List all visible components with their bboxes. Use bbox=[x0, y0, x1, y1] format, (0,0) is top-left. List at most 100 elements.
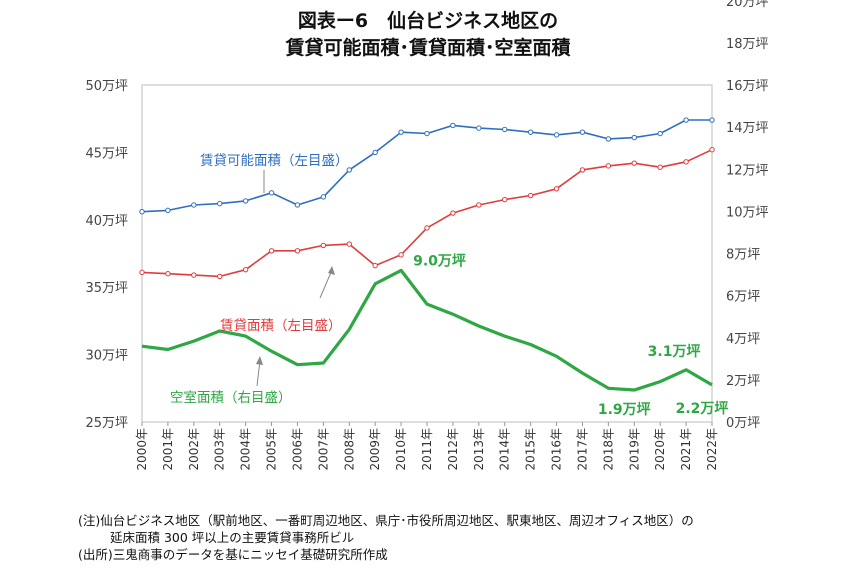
note-line2: 延床面積 300 坪以上の主要賃貸事務所ビル bbox=[110, 530, 355, 545]
x-tick-label: 2021年 bbox=[679, 428, 693, 471]
note-line1: (注)仙台ビジネス地区（駅前地区、一番町周辺地区、県庁･市役所周辺地区、駅東地区… bbox=[78, 513, 694, 528]
x-tick-label: 2012年 bbox=[446, 428, 460, 471]
data-point bbox=[165, 271, 171, 277]
series-label-leased: 賃貸面積（左目盛） bbox=[220, 318, 342, 334]
data-point bbox=[346, 167, 352, 173]
left-tick-label: 50万坪 bbox=[85, 79, 128, 94]
data-point bbox=[709, 117, 715, 123]
left-tick-label: 40万坪 bbox=[85, 214, 128, 229]
data-point bbox=[217, 200, 223, 207]
right-tick-label: 14万坪 bbox=[726, 121, 769, 136]
x-tick-label: 2018年 bbox=[601, 428, 615, 471]
data-point bbox=[502, 196, 508, 203]
right-tick-label: 8万坪 bbox=[726, 248, 760, 263]
data-point bbox=[476, 125, 482, 131]
x-tick-label: 2000年 bbox=[135, 428, 149, 471]
data-point bbox=[631, 160, 637, 166]
data-point bbox=[553, 186, 560, 192]
x-tick-label: 2006年 bbox=[290, 428, 304, 471]
x-tick-label: 2020年 bbox=[653, 428, 667, 471]
right-tick-label: 0万坪 bbox=[726, 416, 760, 431]
right-tick-label: 2万坪 bbox=[726, 374, 760, 389]
x-tick-label: 2003年 bbox=[213, 428, 227, 471]
data-point bbox=[709, 147, 715, 153]
data-point bbox=[476, 202, 482, 208]
data-point bbox=[683, 117, 689, 123]
data-point bbox=[242, 198, 249, 204]
data-point bbox=[450, 122, 456, 129]
x-tick-label: 2008年 bbox=[342, 428, 356, 471]
data-point bbox=[683, 159, 689, 165]
data-label: 3.1万坪 bbox=[648, 344, 701, 360]
data-label: 2.2万坪 bbox=[676, 401, 729, 417]
data-point bbox=[631, 134, 637, 141]
data-point bbox=[139, 269, 145, 276]
x-tick-label: 2009年 bbox=[368, 428, 382, 471]
x-tick-label: 2005年 bbox=[265, 428, 279, 471]
x-tick-label: 2001年 bbox=[161, 428, 175, 471]
right-tick-label: 12万坪 bbox=[726, 163, 769, 178]
data-point bbox=[424, 130, 430, 137]
arrow-head-vacant bbox=[256, 356, 263, 365]
right-tick-label: 16万坪 bbox=[726, 79, 769, 94]
data-point bbox=[579, 167, 586, 173]
data-point bbox=[139, 209, 145, 215]
left-tick-label: 25万坪 bbox=[85, 416, 128, 431]
data-point bbox=[294, 248, 301, 254]
chart-title-line2: 賃貸可能面積･賃貸面積･空室面積 bbox=[285, 37, 571, 59]
data-point bbox=[320, 194, 327, 200]
right-tick-label: 4万坪 bbox=[726, 332, 760, 347]
left-tick-label: 30万坪 bbox=[85, 349, 128, 364]
arrow-leased bbox=[319, 269, 333, 299]
data-point bbox=[191, 272, 197, 278]
data-point bbox=[553, 132, 560, 138]
data-point bbox=[657, 130, 663, 137]
data-point bbox=[191, 202, 197, 208]
footnotes: (注)仙台ビジネス地区（駅前地区、一番町周辺地区、県庁･市役所周辺地区、駅東地区… bbox=[78, 512, 694, 563]
left-tick-label: 45万坪 bbox=[85, 146, 128, 161]
x-tick-label: 2017年 bbox=[575, 428, 589, 471]
data-point bbox=[398, 252, 404, 258]
arrow-head-leased bbox=[328, 266, 335, 275]
right-tick-label: 10万坪 bbox=[726, 205, 769, 220]
data-point bbox=[372, 149, 378, 156]
data-point bbox=[657, 164, 663, 170]
source-line: (出所)三鬼商事のデータを基にニッセイ基礎研究所作成 bbox=[78, 547, 388, 562]
right-tick-label: 6万坪 bbox=[726, 290, 760, 305]
x-tick-label: 2011年 bbox=[420, 428, 434, 471]
x-tick-label: 2019年 bbox=[627, 428, 641, 471]
x-tick-label: 2014年 bbox=[498, 428, 512, 471]
data-point bbox=[165, 207, 171, 214]
data-point bbox=[372, 262, 378, 269]
data-point bbox=[424, 225, 430, 231]
data-point bbox=[320, 242, 327, 249]
data-point bbox=[294, 202, 301, 208]
series-line-2 bbox=[141, 268, 713, 392]
data-point bbox=[605, 136, 612, 142]
data-point bbox=[450, 210, 456, 216]
data-point bbox=[217, 273, 223, 280]
left-tick-label: 35万坪 bbox=[85, 281, 128, 296]
data-point bbox=[527, 129, 534, 135]
data-point bbox=[346, 241, 352, 247]
data-label: 9.0万坪 bbox=[413, 253, 466, 269]
data-label: 1.9万坪 bbox=[598, 402, 651, 418]
data-point bbox=[502, 126, 508, 133]
x-tick-label: 2013年 bbox=[472, 428, 486, 471]
x-tick-label: 2007年 bbox=[316, 428, 330, 471]
data-point bbox=[527, 192, 534, 199]
x-tick-label: 2016年 bbox=[550, 428, 564, 471]
data-point bbox=[242, 266, 249, 273]
x-tick-label: 2015年 bbox=[524, 428, 538, 471]
series-label-vacant: 空室面積（右目盛） bbox=[170, 389, 292, 406]
x-tick-label: 2004年 bbox=[239, 428, 253, 471]
right-tick-label: 20万坪 bbox=[726, 0, 769, 10]
data-point bbox=[579, 129, 586, 135]
data-point bbox=[268, 248, 275, 254]
chart-title-line1: 図表ー6 仙台ビジネス地区の bbox=[297, 10, 559, 32]
x-tick-label: 2010年 bbox=[394, 428, 408, 471]
data-point bbox=[268, 190, 275, 196]
data-point bbox=[398, 129, 404, 135]
right-tick-label: 18万坪 bbox=[726, 37, 769, 52]
